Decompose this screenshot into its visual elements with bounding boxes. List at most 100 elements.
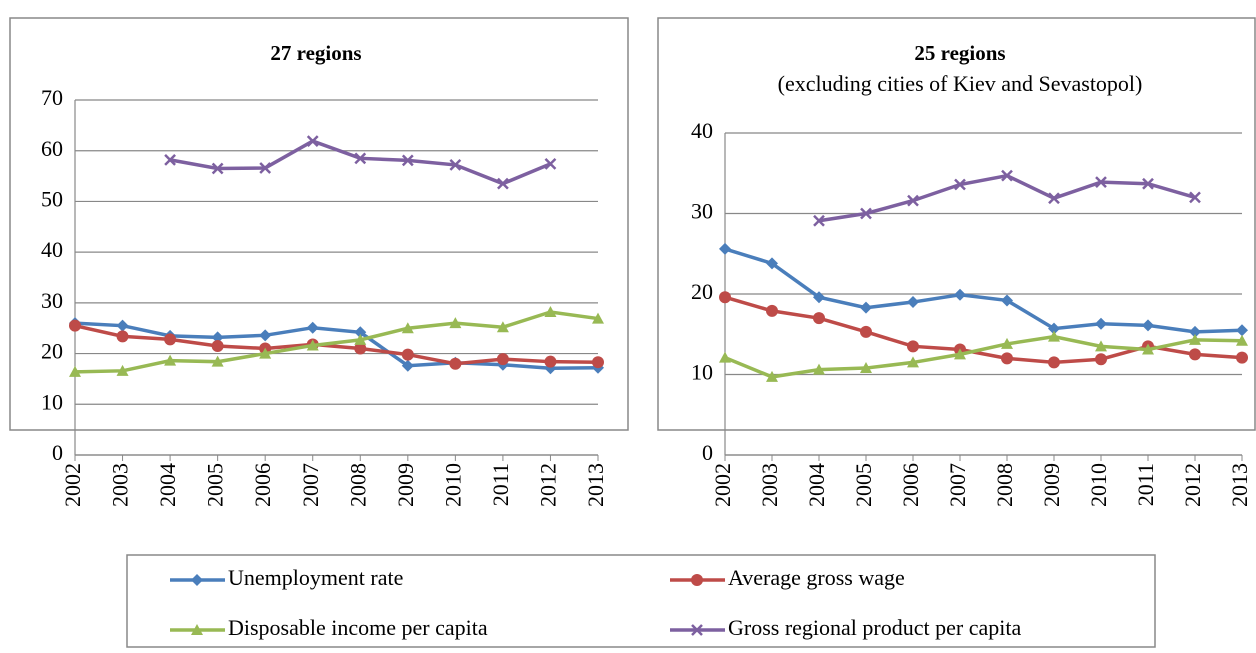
legend-label: Unemployment rate <box>228 565 403 590</box>
y-tick-label: 60 <box>41 136 63 161</box>
marker <box>306 135 319 147</box>
marker <box>1095 353 1107 366</box>
marker <box>954 288 966 301</box>
x-tick-label: 2009 <box>1039 463 1064 507</box>
marker <box>813 214 825 227</box>
marker <box>449 357 462 370</box>
marker <box>496 321 509 333</box>
marker <box>766 257 778 270</box>
marker <box>766 370 778 382</box>
marker <box>449 159 462 171</box>
marker <box>544 355 557 368</box>
marker <box>1001 169 1013 182</box>
y-tick-label: 20 <box>691 279 713 304</box>
x-tick-label: 2008 <box>345 463 370 507</box>
y-tick-label: 30 <box>41 288 63 313</box>
marker <box>907 340 919 353</box>
marker <box>306 339 319 351</box>
x-tick-label: 2009 <box>393 463 418 507</box>
marker <box>907 194 919 207</box>
marker <box>1048 322 1060 335</box>
marker <box>164 354 177 366</box>
marker <box>1095 176 1107 188</box>
series-line: Disposable income per capita <box>724 334 1243 379</box>
marker <box>191 624 203 635</box>
marker <box>1142 343 1154 355</box>
marker <box>116 330 129 343</box>
marker <box>544 305 557 317</box>
x-tick-label: 2011 <box>488 463 513 506</box>
marker <box>191 574 203 586</box>
legend-label: Disposable income per capita <box>228 615 488 640</box>
marker <box>1001 352 1013 365</box>
y-tick-label: 40 <box>41 237 63 262</box>
marker <box>954 348 966 360</box>
marker <box>211 331 224 344</box>
x-tick-label: 2012 <box>536 463 561 507</box>
x-tick-label: 2011 <box>1133 463 1158 506</box>
marker <box>1236 334 1248 346</box>
x-tick-label: 2008 <box>992 463 1017 507</box>
marker <box>354 333 367 345</box>
y-tick-label: 50 <box>41 186 63 211</box>
marker <box>860 325 872 338</box>
marker <box>1048 330 1060 342</box>
y-tick-label: 0 <box>702 440 713 465</box>
marker <box>1236 351 1248 364</box>
x-tick-label: 2010 <box>1086 463 1111 507</box>
x-tick-label: 2004 <box>155 463 180 507</box>
marker <box>1048 356 1060 369</box>
marker <box>259 347 272 359</box>
marker <box>401 154 414 167</box>
marker <box>766 304 778 317</box>
marker <box>592 312 604 324</box>
marker <box>354 152 367 165</box>
marker <box>116 364 129 376</box>
x-tick-label: 2013 <box>1227 463 1252 507</box>
marker <box>1142 319 1154 332</box>
marker <box>907 296 919 309</box>
marker <box>860 301 872 314</box>
x-tick-label: 2007 <box>298 463 323 507</box>
x-tick-label: 2006 <box>250 463 275 507</box>
chart-subtitle: (excluding cities of Kiev and Sevastopol… <box>778 71 1143 96</box>
marker <box>211 355 224 367</box>
marker <box>719 291 731 304</box>
marker <box>211 339 224 352</box>
marker <box>1189 191 1201 204</box>
marker <box>1236 324 1248 337</box>
marker <box>813 363 825 375</box>
marker <box>259 162 272 174</box>
marker <box>1095 340 1107 352</box>
series-line: Average gross wage <box>724 295 1243 365</box>
x-tick-label: 2003 <box>108 463 133 507</box>
series-line: Unemployment rate <box>724 247 1243 334</box>
marker <box>1001 337 1013 349</box>
chart-title: 25 regions <box>914 41 1005 65</box>
x-tick-label: 2003 <box>757 463 782 507</box>
marker <box>306 321 319 334</box>
marker <box>1048 192 1060 205</box>
marker <box>1189 333 1201 345</box>
marker <box>954 178 966 191</box>
legend-frame <box>126 554 1156 648</box>
marker <box>69 365 81 377</box>
x-tick-label: 2006 <box>898 463 923 507</box>
x-tick-label: 2004 <box>804 463 829 507</box>
x-tick-label: 2005 <box>203 463 228 507</box>
marker <box>1189 348 1201 361</box>
marker <box>116 319 129 332</box>
marker <box>401 322 414 334</box>
x-tick-label: 2005 <box>851 463 876 507</box>
marker <box>1142 177 1154 190</box>
marker <box>1095 317 1107 330</box>
marker <box>401 348 414 361</box>
chart-title: 27 regions <box>270 41 361 65</box>
marker <box>211 162 224 175</box>
y-tick-label: 40 <box>691 118 713 143</box>
marker <box>401 359 414 372</box>
x-tick-label: 2007 <box>945 463 970 507</box>
y-tick-label: 0 <box>52 440 63 465</box>
x-tick-label: 2012 <box>1180 463 1205 507</box>
